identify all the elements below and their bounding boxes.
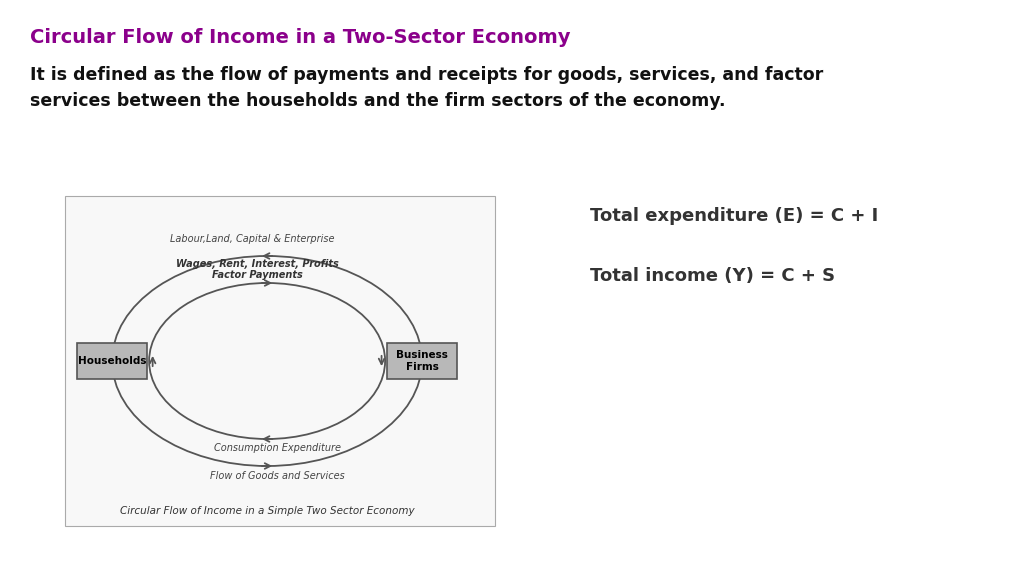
Text: Business
Firms: Business Firms	[396, 350, 449, 372]
Text: Wages, Rent, Interest, Profits: Wages, Rent, Interest, Profits	[176, 259, 339, 269]
FancyBboxPatch shape	[387, 343, 457, 379]
Text: Circular Flow of Income in a Two-Sector Economy: Circular Flow of Income in a Two-Sector …	[30, 28, 570, 47]
FancyBboxPatch shape	[77, 343, 147, 379]
Text: Labour,Land, Capital & Enterprise: Labour,Land, Capital & Enterprise	[170, 234, 335, 244]
FancyBboxPatch shape	[65, 196, 495, 526]
Text: Factor Payments: Factor Payments	[212, 270, 302, 280]
Text: Flow of Goods and Services: Flow of Goods and Services	[210, 471, 344, 481]
Text: Total income (Y) = C + S: Total income (Y) = C + S	[590, 267, 836, 285]
Text: Total expenditure (E) = C + I: Total expenditure (E) = C + I	[590, 207, 879, 225]
Text: Circular Flow of Income in a Simple Two Sector Economy: Circular Flow of Income in a Simple Two …	[120, 506, 415, 516]
Text: Consumption Expenditure: Consumption Expenditure	[214, 443, 341, 453]
Text: Households: Households	[78, 356, 146, 366]
Text: It is defined as the flow of payments and receipts for goods, services, and fact: It is defined as the flow of payments an…	[30, 66, 823, 111]
